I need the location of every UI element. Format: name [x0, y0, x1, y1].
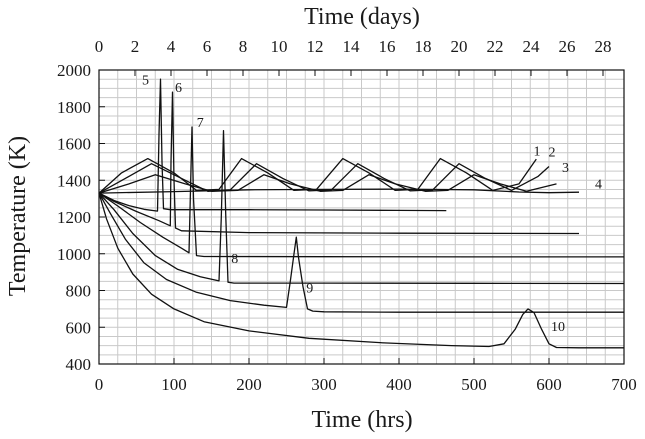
- y-tick-label: 1000: [57, 245, 91, 264]
- top-x-tick-label: 22: [486, 37, 503, 56]
- series-line-1: [98, 157, 537, 194]
- top-x-axis-title: Time (days): [304, 4, 420, 30]
- top-x-tick-label: 2: [131, 37, 140, 56]
- curve-label-2: 2: [549, 145, 556, 160]
- top-x-tick-label: 14: [342, 37, 360, 56]
- y-tick-label: 1800: [57, 98, 91, 117]
- curve-label-6: 6: [175, 81, 182, 96]
- series-line-5: [98, 78, 447, 212]
- top-x-tick-label: 26: [558, 37, 575, 56]
- y-tick-label: 2000: [57, 61, 91, 80]
- curve-label-8: 8: [231, 252, 238, 267]
- x-tick-label: 300: [311, 375, 337, 394]
- x-tick-label: 0: [95, 375, 104, 394]
- y-tick-label: 800: [66, 282, 92, 301]
- curve-label-10: 10: [551, 320, 565, 335]
- series-line-4: [98, 188, 580, 194]
- top-x-tick-label: 16: [378, 37, 395, 56]
- y-tick-label: 1200: [57, 208, 91, 227]
- curve-label-3: 3: [562, 161, 569, 176]
- top-x-tick-label: 0: [95, 37, 104, 56]
- y-tick-label: 600: [66, 318, 92, 337]
- curve-label-5: 5: [142, 74, 149, 89]
- top-x-tick-label: 28: [594, 37, 611, 56]
- grid: [98, 69, 625, 365]
- series-line-8: [98, 129, 625, 285]
- series-line-10: [98, 192, 624, 349]
- top-x-tick-label: 6: [203, 37, 212, 56]
- series-line-9: [98, 192, 624, 313]
- series-line-6: [98, 91, 580, 235]
- top-x-tick-label: 20: [450, 37, 467, 56]
- y-axis-title: Temperature (K): [5, 136, 31, 296]
- top-x-tick-label: 18: [414, 37, 431, 56]
- curve-label-9: 9: [306, 281, 313, 296]
- y-tick-label: 1400: [57, 171, 91, 190]
- curve-label-7: 7: [197, 116, 204, 131]
- y-tick-label: 1600: [57, 135, 91, 154]
- x-tick-label: 500: [461, 375, 487, 394]
- curve-label-1: 1: [534, 144, 541, 159]
- x-tick-label: 600: [536, 375, 562, 394]
- curve-labels: 1 23 4 5 6 7 8 9 10: [142, 74, 602, 335]
- top-x-tick-label: 12: [306, 37, 323, 56]
- x-tick-label: 700: [611, 375, 637, 394]
- series-line-7: [98, 126, 624, 258]
- top-x-tick-label: 4: [167, 37, 176, 56]
- x-axis-title: Time (hrs): [311, 407, 412, 433]
- top-x-tick-label: 8: [239, 37, 248, 56]
- series-line-3: [98, 174, 557, 194]
- x-tick-label: 400: [386, 375, 412, 394]
- top-x-tick-label: 10: [270, 37, 287, 56]
- y-tick-label: 400: [66, 355, 92, 374]
- tick-labels: 0 100 200 300 400 500 600 700400600800100012001…: [57, 37, 637, 394]
- x-tick-label: 100: [161, 375, 187, 394]
- curve-label-4: 4: [595, 178, 602, 193]
- series-lines: [98, 78, 625, 349]
- x-tick-label: 200: [236, 375, 262, 394]
- axes: [98, 69, 625, 365]
- top-x-tick-label: 24: [522, 37, 540, 56]
